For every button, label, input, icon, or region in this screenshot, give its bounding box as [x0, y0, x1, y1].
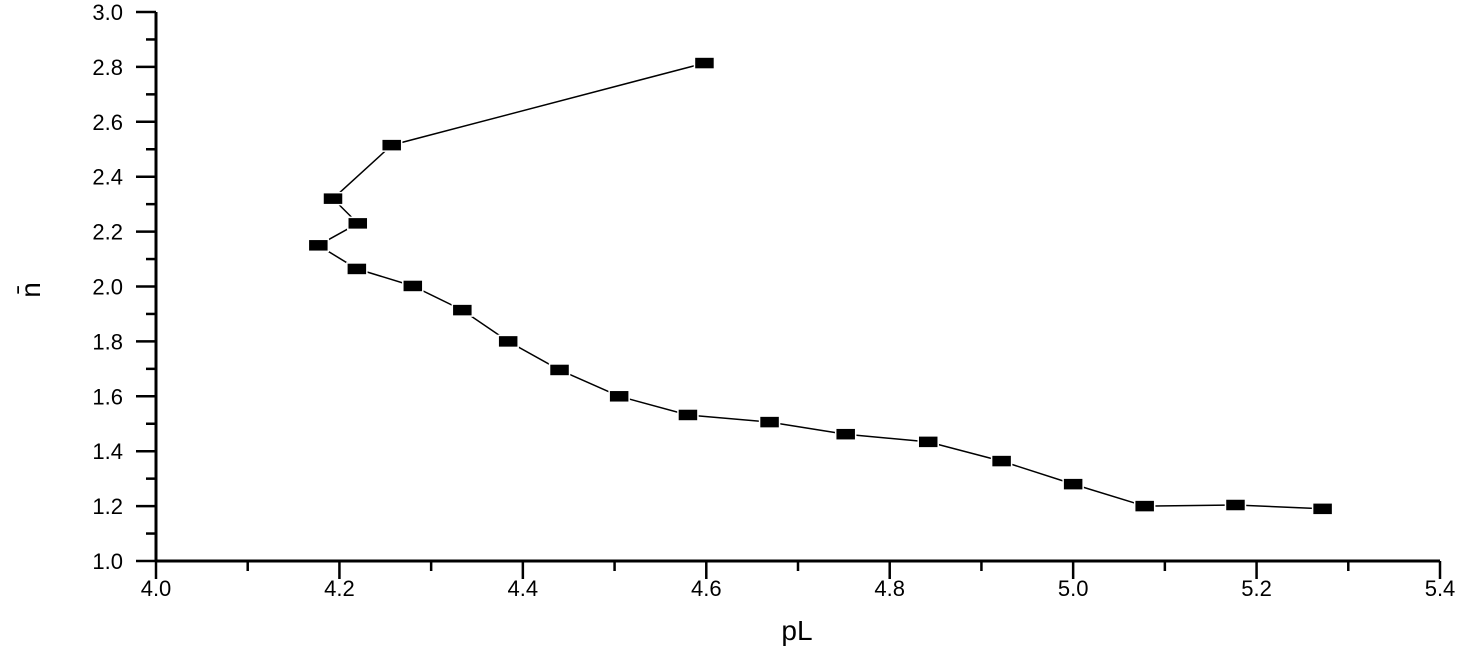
- data-point-marker: [990, 454, 1013, 468]
- y-tick-label: 2.6: [92, 110, 123, 135]
- data-point-marker: [693, 56, 716, 70]
- data-point-marker: [497, 334, 519, 349]
- y-tick-label: 1.6: [92, 384, 123, 409]
- data-point-marker: [380, 138, 403, 152]
- y-tick-label: 1.4: [92, 439, 123, 464]
- data-point-marker: [677, 408, 699, 422]
- axes: 4.0 4.2 4.4 4.6 4.8 5.0 5.2 5.4 1.0 1.2 1.4 1.6 1.8 2…: [92, 0, 1455, 601]
- y-tick-label: 2.4: [92, 165, 123, 190]
- x-tick-label: 4.4: [508, 576, 539, 601]
- data-point-marker: [917, 435, 939, 449]
- data-series: [307, 56, 1334, 516]
- series-line: [316, 62, 1323, 510]
- data-point-marker: [347, 216, 369, 231]
- data-point-marker: [548, 363, 571, 377]
- data-point-marker: [322, 191, 344, 206]
- x-tick-label: 4.6: [691, 576, 722, 601]
- x-tick-label: 4.0: [141, 576, 172, 601]
- x-axis-title: pL: [781, 615, 812, 646]
- data-point-marker: [307, 238, 330, 253]
- x-tick-label: 5.0: [1058, 576, 1089, 601]
- data-point-marker: [451, 303, 474, 317]
- y-axis-title: n̄: [15, 282, 46, 298]
- data-point-marker: [758, 415, 781, 429]
- x-tick-label: 5.2: [1241, 576, 1272, 601]
- y-tick-label: 2.0: [92, 275, 123, 300]
- data-point-marker: [834, 427, 857, 441]
- y-tick-label: 2.8: [92, 55, 123, 80]
- y-tick-label: 1.2: [92, 494, 123, 519]
- data-point-marker: [608, 389, 630, 404]
- x-tick-label: 5.4: [1425, 576, 1456, 601]
- data-point-marker: [1224, 498, 1247, 512]
- x-tick-label: 4.8: [874, 576, 905, 601]
- y-tick-label: 2.2: [92, 220, 123, 245]
- y-tick-label: 3.0: [92, 0, 123, 25]
- data-point-marker: [1311, 502, 1334, 516]
- data-point-marker: [346, 262, 368, 276]
- y-tick-label: 1.8: [92, 329, 123, 354]
- data-point-marker: [402, 279, 424, 293]
- data-point-marker: [1062, 477, 1084, 491]
- data-point-marker: [1133, 499, 1156, 513]
- y-tick-label: 1.0: [92, 549, 123, 574]
- x-tick-label: 4.2: [324, 576, 355, 601]
